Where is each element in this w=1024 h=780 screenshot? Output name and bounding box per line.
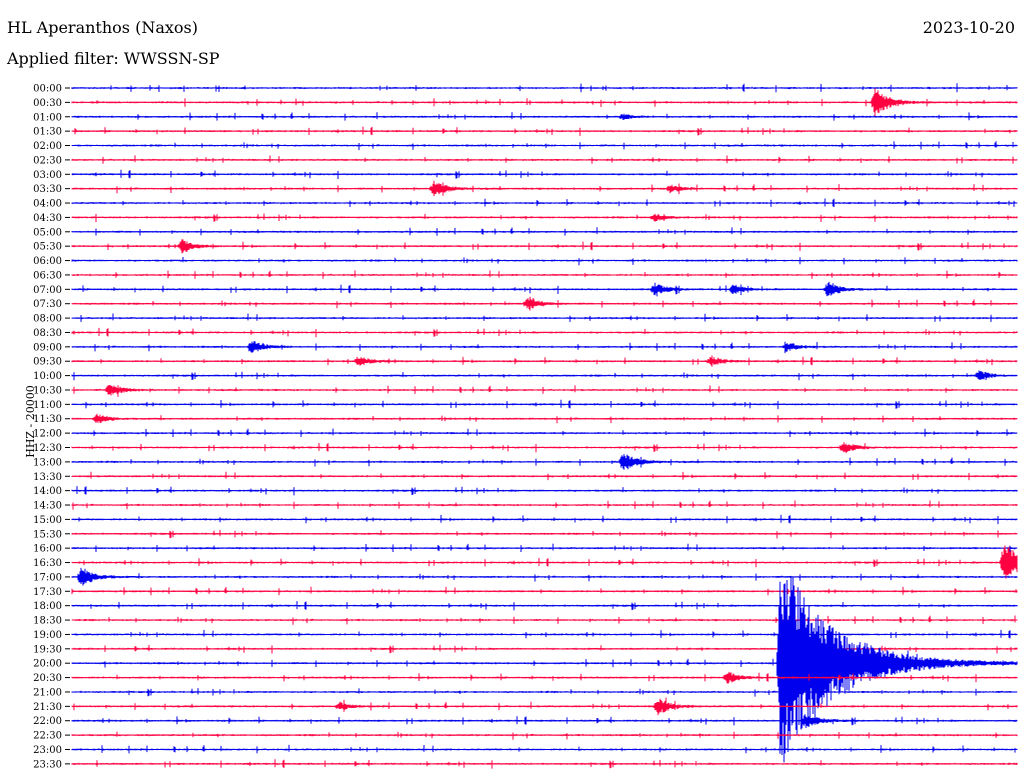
time-tick-label: 21:30 <box>33 702 62 713</box>
record-date: 2023-10-20 <box>922 18 1015 37</box>
time-tick-label: 02:30 <box>33 155 62 166</box>
seismogram-trace <box>71 413 1018 424</box>
time-tick-label: 12:30 <box>33 443 62 454</box>
seismogram-trace <box>71 141 1018 151</box>
seismogram-trace <box>71 341 1018 354</box>
seismogram-trace <box>71 529 1018 539</box>
seismogram-trace <box>71 155 1018 164</box>
seismogram-trace <box>71 731 1018 740</box>
seismogram-trace <box>71 213 1018 223</box>
seismogram-trace <box>71 180 1018 196</box>
time-tick-label: 14:30 <box>33 501 62 512</box>
seismogram-trace <box>71 281 1018 297</box>
time-tick-label: 04:30 <box>33 213 62 224</box>
time-tick-label: 11:30 <box>33 414 62 425</box>
seismogram-trace <box>71 744 1018 754</box>
time-tick-label: 00:30 <box>33 98 62 109</box>
seismogram-trace <box>71 239 1018 254</box>
seismogram-trace <box>71 385 1018 397</box>
seismogram-trace <box>71 442 1018 454</box>
seismogram-trace <box>71 514 1018 525</box>
seismogram-trace <box>71 486 1018 496</box>
seismogram-trace <box>71 567 1018 586</box>
time-tick-label: 13:00 <box>33 457 62 468</box>
seismogram-trace <box>71 355 1018 367</box>
seismogram-trace <box>71 575 1018 763</box>
seismogram-trace <box>71 688 1018 697</box>
time-tick-label: 23:00 <box>33 745 62 756</box>
time-tick-label: 22:30 <box>33 731 62 742</box>
time-tick-label: 01:30 <box>33 127 62 138</box>
time-tick-label: 10:00 <box>33 371 62 382</box>
time-tick-label: 23:30 <box>33 759 62 770</box>
time-tick-label: 18:00 <box>33 601 62 612</box>
station-title: HL Aperanthos (Naxos) <box>7 18 198 37</box>
time-tick-label: 09:00 <box>33 342 62 353</box>
time-tick-label: 06:00 <box>33 256 62 267</box>
seismogram-trace <box>71 327 1018 338</box>
seismogram-trace <box>71 615 1018 625</box>
seismogram-trace <box>71 454 1018 470</box>
seismogram-trace <box>71 500 1018 510</box>
time-tick-label: 13:30 <box>33 472 62 483</box>
seismogram-trace <box>71 257 1018 266</box>
seismogram-trace <box>71 227 1018 236</box>
time-tick-label: 19:30 <box>33 644 62 655</box>
time-tick-label: 10:30 <box>33 385 62 396</box>
time-tick-label: 05:30 <box>33 242 62 253</box>
time-tick-label: 08:30 <box>33 328 62 339</box>
time-tick-label: 18:30 <box>33 616 62 627</box>
seismogram-trace <box>71 198 1018 207</box>
time-tick-label: 20:30 <box>33 673 62 684</box>
seismogram-trace <box>71 697 1018 716</box>
time-tick-label: 06:30 <box>33 270 62 281</box>
time-tick-label: 17:00 <box>33 572 62 583</box>
seismogram-trace <box>71 586 1018 596</box>
time-tick-label: 19:00 <box>33 630 62 641</box>
seismogram-trace <box>71 399 1018 410</box>
time-tick-label: 04:00 <box>33 199 62 210</box>
time-tick-label: 16:30 <box>33 558 62 569</box>
time-tick-label: 02:00 <box>33 141 62 152</box>
time-tick-label: 05:00 <box>33 227 62 238</box>
time-tick-label: 07:30 <box>33 299 62 310</box>
seismogram-trace <box>71 713 1018 728</box>
seismogram-trace <box>71 428 1018 437</box>
seismogram-trace <box>71 545 1018 579</box>
seismogram-trace <box>71 296 1018 311</box>
time-tick-label: 08:00 <box>33 314 62 325</box>
seismogram-trace <box>71 370 1018 381</box>
time-tick-label: 15:00 <box>33 515 62 526</box>
seismogram-trace <box>71 169 1018 179</box>
seismogram-trace <box>71 126 1018 136</box>
seismogram-trace <box>71 83 1018 93</box>
time-tick-label: 14:00 <box>33 486 62 497</box>
seismogram-trace <box>71 270 1018 279</box>
seismogram-trace <box>71 759 1018 769</box>
filter-label: Applied filter: WWSSN-SP <box>7 49 220 68</box>
time-tick-label: 17:30 <box>33 587 62 598</box>
time-tick-label: 09:30 <box>33 357 62 368</box>
time-tick-label: 20:00 <box>33 659 62 670</box>
time-tick-label: 21:00 <box>33 687 62 698</box>
time-tick-label: 12:00 <box>33 429 62 440</box>
seismogram-trace <box>71 88 1018 117</box>
seismogram-trace <box>71 313 1018 322</box>
time-tick-label: 07:00 <box>33 285 62 296</box>
seismogram-trace <box>71 543 1018 552</box>
seismogram-trace <box>71 629 1018 639</box>
time-tick-label: 16:00 <box>33 544 62 555</box>
time-tick-label: 11:00 <box>33 400 62 411</box>
time-tick-label: 15:30 <box>33 529 62 540</box>
seismogram-trace <box>71 112 1018 121</box>
time-tick-label: 22:00 <box>33 716 62 727</box>
time-tick-label: 00:00 <box>33 84 62 95</box>
seismogram-trace <box>71 671 1018 684</box>
time-tick-label: 03:00 <box>33 170 62 181</box>
seismogram-trace <box>71 471 1018 481</box>
time-tick-label: 01:00 <box>33 112 62 123</box>
time-tick-label: 03:30 <box>33 184 62 195</box>
seismogram-trace <box>71 601 1018 611</box>
